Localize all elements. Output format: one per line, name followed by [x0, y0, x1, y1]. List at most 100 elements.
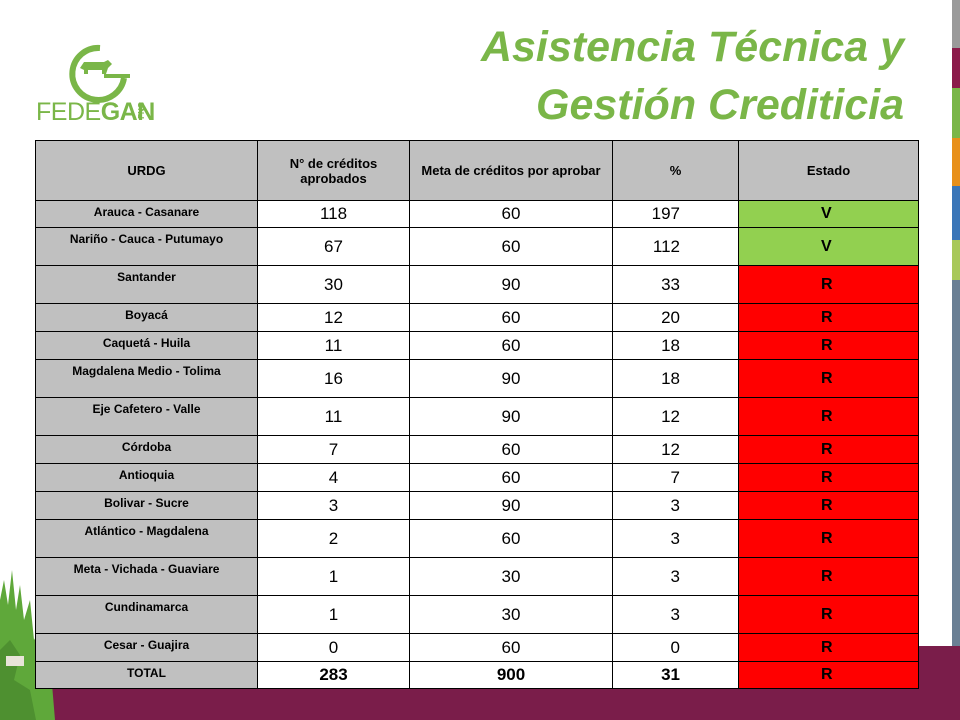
- cell-urdg: Bolivar - Sucre: [35, 491, 258, 520]
- cell-urdg: Meta - Vichada - Guaviare: [35, 557, 258, 596]
- header-approved: N° de créditos aprobados: [257, 140, 410, 201]
- cell-urdg: Córdoba: [35, 435, 258, 464]
- table-row: Magdalena Medio - Tolima 16 90 18 R: [35, 359, 919, 398]
- cell-status: R: [738, 519, 919, 558]
- cell-urdg: Caquetá - Huila: [35, 331, 258, 360]
- title-line-1: Asistencia Técnica y: [480, 23, 904, 71]
- cell-target: 900: [409, 661, 613, 689]
- edge-stripe-green: [952, 88, 960, 138]
- table-row: Arauca - Casanare 118 60 197 V: [35, 200, 919, 228]
- header-target: Meta de créditos por aprobar: [409, 140, 613, 201]
- cell-approved: 3: [257, 491, 410, 520]
- table-row: Córdoba 7 60 12 R: [35, 435, 919, 464]
- cell-approved: 12: [257, 303, 410, 332]
- cell-status: R: [738, 397, 919, 436]
- table-row: Atlántico - Magdalena 2 60 3 R: [35, 519, 919, 558]
- cell-target: 60: [409, 519, 613, 558]
- cell-target: 60: [409, 435, 613, 464]
- cell-urdg: Atlántico - Magdalena: [35, 519, 258, 558]
- cell-urdg: Magdalena Medio - Tolima: [35, 359, 258, 398]
- header-percent: %: [612, 140, 739, 201]
- table-row: Antioquia 4 60 7 R: [35, 463, 919, 492]
- table-row: Boyacá 12 60 20 R: [35, 303, 919, 332]
- cell-status: R: [738, 661, 919, 689]
- edge-stripe-blue: [952, 186, 960, 240]
- cell-percent: 20: [612, 303, 739, 332]
- cell-approved: 11: [257, 331, 410, 360]
- cell-target: 60: [409, 331, 613, 360]
- cell-percent: 18: [612, 331, 739, 360]
- logo-sub-label: FNG: [137, 102, 146, 119]
- cell-percent: 3: [612, 557, 739, 596]
- cell-urdg: TOTAL: [35, 661, 258, 689]
- cell-status: R: [738, 595, 919, 634]
- cell-status: V: [738, 200, 919, 228]
- table-row: Nariño - Cauca - Putumayo 67 60 112 V: [35, 227, 919, 266]
- cell-approved: 1: [257, 557, 410, 596]
- cell-status: R: [738, 359, 919, 398]
- cell-approved: 67: [257, 227, 410, 266]
- cell-status: R: [738, 557, 919, 596]
- cell-target: 60: [409, 303, 613, 332]
- title-line-2: Gestión Crediticia: [536, 81, 904, 129]
- credit-table: URDG N° de créditos aprobados Meta de cr…: [35, 140, 919, 689]
- table-row: Cundinamarca 1 30 3 R: [35, 595, 919, 634]
- cell-urdg: Cundinamarca: [35, 595, 258, 634]
- cell-approved: 283: [257, 661, 410, 689]
- cell-percent: 7: [612, 463, 739, 492]
- cell-approved: 4: [257, 463, 410, 492]
- cell-percent: 33: [612, 265, 739, 304]
- cell-target: 60: [409, 463, 613, 492]
- cell-urdg: Antioquia: [35, 463, 258, 492]
- cell-percent: 3: [612, 491, 739, 520]
- cell-approved: 7: [257, 435, 410, 464]
- edge-stripe-orange: [952, 138, 960, 186]
- table-row: Cesar - Guajira 0 60 0 R: [35, 633, 919, 662]
- cell-approved: 30: [257, 265, 410, 304]
- cell-urdg: Boyacá: [35, 303, 258, 332]
- cell-urdg: Cesar - Guajira: [35, 633, 258, 662]
- edge-stripe-gray: [952, 0, 960, 48]
- cell-status: R: [738, 303, 919, 332]
- cell-percent: 12: [612, 435, 739, 464]
- cell-status: R: [738, 633, 919, 662]
- cell-target: 30: [409, 595, 613, 634]
- cell-approved: 16: [257, 359, 410, 398]
- cell-approved: 1: [257, 595, 410, 634]
- cell-target: 90: [409, 491, 613, 520]
- cow-in-circle-icon: [69, 44, 130, 103]
- cell-approved: 2: [257, 519, 410, 558]
- cell-percent: 3: [612, 519, 739, 558]
- table-row: Eje Cafetero - Valle 11 90 12 R: [35, 397, 919, 436]
- edge-stripe-maroon: [952, 48, 960, 88]
- cell-approved: 0: [257, 633, 410, 662]
- cell-percent: 197: [612, 200, 739, 228]
- cell-approved: 118: [257, 200, 410, 228]
- cell-percent: 18: [612, 359, 739, 398]
- table-row: TOTAL 283 900 31 R: [35, 661, 919, 689]
- cell-target: 90: [409, 397, 613, 436]
- header-status: Estado: [738, 140, 919, 201]
- cell-target: 60: [409, 200, 613, 228]
- page-title: Asistencia Técnica y Gestión Crediticia: [481, 18, 904, 134]
- cell-status: R: [738, 331, 919, 360]
- cell-percent: 112: [612, 227, 739, 266]
- cell-percent: 12: [612, 397, 739, 436]
- cell-percent: 0: [612, 633, 739, 662]
- table-row: Bolivar - Sucre 3 90 3 R: [35, 491, 919, 520]
- logo-word-bold: GAN: [100, 98, 156, 126]
- cell-target: 90: [409, 265, 613, 304]
- edge-stripe-lightgreen: [952, 240, 960, 280]
- cell-target: 60: [409, 633, 613, 662]
- cell-urdg: Santander: [35, 265, 258, 304]
- table-row: Santander 30 90 33 R: [35, 265, 919, 304]
- logo-word-light: FEDE: [36, 98, 101, 126]
- cell-status: R: [738, 463, 919, 492]
- cell-urdg: Eje Cafetero - Valle: [35, 397, 258, 436]
- cell-status: R: [738, 491, 919, 520]
- logo-wordmark: FEDEGAN: [36, 98, 155, 127]
- header-row: URDG N° de créditos aprobados Meta de cr…: [35, 140, 919, 201]
- header-urdg: URDG: [35, 140, 258, 201]
- cell-percent: 3: [612, 595, 739, 634]
- edge-stripe-slate: [952, 280, 960, 646]
